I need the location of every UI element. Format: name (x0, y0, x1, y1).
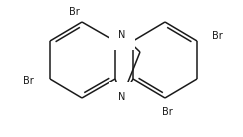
Text: Br: Br (162, 107, 172, 117)
Text: Br: Br (69, 7, 79, 17)
Text: N: N (118, 92, 126, 102)
Text: Br: Br (23, 76, 33, 86)
Text: Br: Br (212, 31, 222, 41)
Text: N: N (118, 30, 126, 40)
